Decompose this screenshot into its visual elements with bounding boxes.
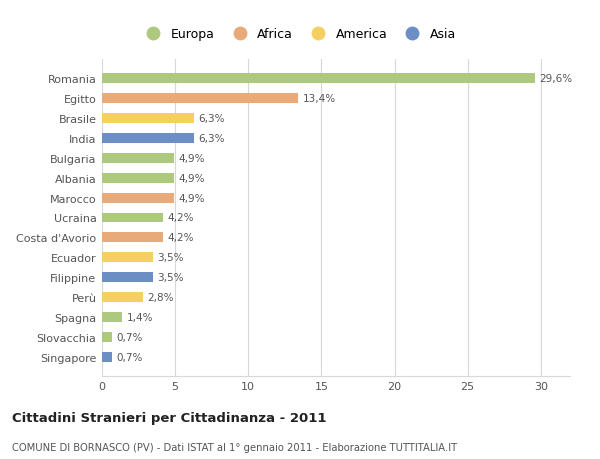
- Text: 1,4%: 1,4%: [127, 312, 154, 322]
- Bar: [102, 94, 298, 104]
- Text: 6,3%: 6,3%: [199, 134, 225, 144]
- Text: 6,3%: 6,3%: [199, 114, 225, 124]
- Bar: [102, 292, 143, 302]
- Text: 4,9%: 4,9%: [178, 153, 205, 163]
- Bar: [102, 174, 173, 183]
- Bar: [102, 233, 163, 243]
- Text: 4,2%: 4,2%: [168, 213, 194, 223]
- Bar: [102, 114, 194, 124]
- Bar: [102, 134, 194, 144]
- Text: 4,2%: 4,2%: [168, 233, 194, 243]
- Text: 3,5%: 3,5%: [158, 253, 184, 263]
- Text: 3,5%: 3,5%: [158, 273, 184, 283]
- Bar: [102, 312, 122, 322]
- Text: 29,6%: 29,6%: [539, 74, 572, 84]
- Bar: [102, 253, 153, 263]
- Bar: [102, 213, 163, 223]
- Bar: [102, 332, 112, 342]
- Text: 2,8%: 2,8%: [148, 292, 174, 302]
- Legend: Europa, Africa, America, Asia: Europa, Africa, America, Asia: [141, 28, 456, 41]
- Bar: [102, 273, 153, 283]
- Text: 4,9%: 4,9%: [178, 193, 205, 203]
- Text: COMUNE DI BORNASCO (PV) - Dati ISTAT al 1° gennaio 2011 - Elaborazione TUTTITALI: COMUNE DI BORNASCO (PV) - Dati ISTAT al …: [12, 442, 457, 452]
- Text: 0,7%: 0,7%: [116, 332, 143, 342]
- Bar: [102, 74, 535, 84]
- Bar: [102, 193, 173, 203]
- Bar: [102, 352, 112, 362]
- Text: 13,4%: 13,4%: [302, 94, 335, 104]
- Text: Cittadini Stranieri per Cittadinanza - 2011: Cittadini Stranieri per Cittadinanza - 2…: [12, 412, 326, 425]
- Text: 0,7%: 0,7%: [116, 352, 143, 362]
- Bar: [102, 153, 173, 163]
- Text: 4,9%: 4,9%: [178, 174, 205, 183]
